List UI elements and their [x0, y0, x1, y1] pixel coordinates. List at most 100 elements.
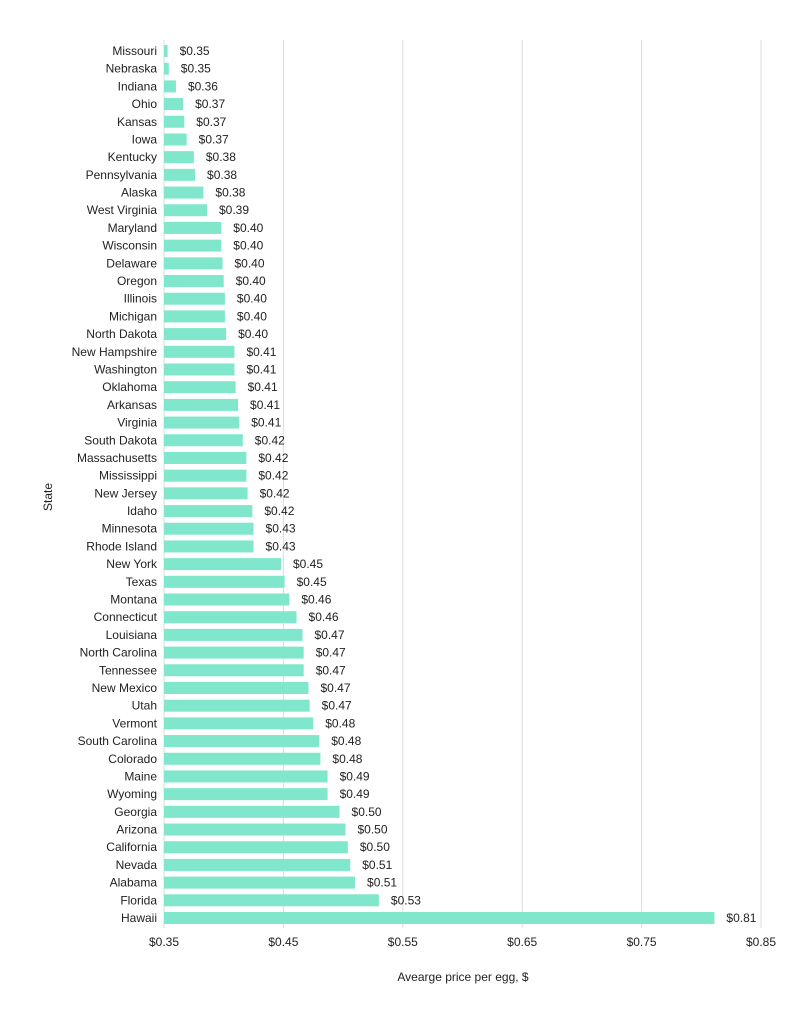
- bar: [164, 664, 304, 677]
- category-label: Illinois: [124, 292, 157, 306]
- category-label: Massachusetts: [77, 451, 157, 465]
- bar: [164, 434, 243, 447]
- value-label: $0.48: [325, 716, 355, 730]
- value-label: $0.42: [258, 451, 288, 465]
- value-label: $0.48: [332, 752, 362, 766]
- category-label: California: [106, 840, 157, 854]
- value-label: $0.38: [206, 150, 236, 164]
- value-label: $0.38: [207, 168, 237, 182]
- category-label: New Jersey: [94, 486, 157, 500]
- category-label: Virginia: [117, 416, 157, 430]
- category-label: Alaska: [121, 186, 157, 200]
- value-label: $0.47: [315, 628, 345, 642]
- bar: [164, 62, 169, 75]
- category-label: Kansas: [117, 115, 157, 129]
- category-label: Wyoming: [107, 787, 157, 801]
- category-labels: Missouri Nebraska Indiana Ohio Kansas Iowa Ken…: [72, 44, 158, 925]
- value-label: $0.38: [215, 186, 245, 200]
- bar: [164, 912, 715, 924]
- bar: [164, 805, 340, 818]
- value-label: $0.53: [391, 893, 421, 907]
- category-label: Alabama: [110, 876, 158, 890]
- bar: [164, 416, 240, 429]
- bar: [164, 292, 225, 305]
- value-label: $0.45: [293, 557, 323, 571]
- category-label: North Dakota: [86, 327, 157, 341]
- bar: [164, 345, 235, 358]
- value-labels: $0.35 $0.35 $0.36 $0.37 $0.37 $0.37 $0.38 $0.38…: [180, 44, 757, 925]
- value-label: $0.47: [320, 681, 350, 695]
- category-label: Georgia: [114, 805, 157, 819]
- value-label: $0.41: [251, 416, 281, 430]
- bar: [164, 257, 223, 270]
- value-label: $0.47: [316, 646, 346, 660]
- category-label: Wisconsin: [102, 239, 157, 253]
- value-label: $0.42: [260, 486, 290, 500]
- bar: [164, 204, 207, 217]
- y-axis-title: State: [41, 483, 55, 511]
- bar: [164, 80, 176, 93]
- value-label: $0.49: [340, 769, 370, 783]
- bar: [164, 752, 321, 765]
- bar: [164, 788, 328, 801]
- bar: [164, 522, 254, 535]
- value-label: $0.48: [331, 734, 361, 748]
- bar: [164, 575, 285, 588]
- bar: [164, 593, 290, 606]
- value-label: $0.40: [237, 309, 267, 323]
- bar: [164, 451, 247, 464]
- bar: [164, 717, 314, 730]
- value-label: $0.35: [180, 44, 210, 58]
- category-label: New Hampshire: [72, 345, 158, 359]
- bar: [164, 823, 346, 836]
- bar: [164, 858, 351, 871]
- category-label: Delaware: [106, 256, 157, 270]
- category-label: Oklahoma: [102, 380, 157, 394]
- bar: [164, 115, 185, 128]
- bar: [164, 841, 348, 854]
- x-tick-label: $0.75: [627, 935, 657, 949]
- bar: [164, 894, 379, 907]
- category-label: Maine: [124, 769, 157, 783]
- category-label: Nevada: [116, 858, 158, 872]
- category-label: Pennsylvania: [86, 168, 158, 182]
- x-tick-label: $0.35: [149, 935, 179, 949]
- value-label: $0.39: [219, 203, 249, 217]
- value-label: $0.46: [301, 593, 331, 607]
- category-label: Idaho: [127, 504, 157, 518]
- category-label: Hawaii: [121, 911, 157, 925]
- category-label: New Mexico: [92, 681, 158, 695]
- category-label: Colorado: [108, 752, 157, 766]
- category-label: Louisiana: [106, 628, 158, 642]
- value-label: $0.41: [246, 345, 276, 359]
- category-label: Arkansas: [107, 398, 157, 412]
- category-label: Montana: [110, 593, 157, 607]
- bar: [164, 681, 309, 694]
- category-label: Utah: [132, 699, 157, 713]
- category-label: Indiana: [118, 79, 158, 93]
- bar: [164, 876, 356, 889]
- value-label: $0.36: [188, 79, 218, 93]
- x-tick-label: $0.85: [746, 935, 776, 949]
- bar: [164, 611, 297, 624]
- value-label: $0.45: [297, 575, 327, 589]
- bars: [164, 45, 715, 924]
- category-label: Vermont: [112, 716, 157, 730]
- value-label: $0.43: [266, 539, 296, 553]
- x-tick-label: $0.65: [507, 935, 537, 949]
- value-label: $0.47: [316, 663, 346, 677]
- bar: [164, 363, 235, 376]
- value-label: $0.41: [248, 380, 278, 394]
- value-label: $0.50: [357, 823, 387, 837]
- value-label: $0.49: [340, 787, 370, 801]
- value-label: $0.43: [266, 522, 296, 536]
- category-label: West Virginia: [87, 203, 158, 217]
- category-label: Missouri: [112, 44, 157, 58]
- category-label: Iowa: [132, 132, 158, 146]
- category-label: New York: [106, 557, 158, 571]
- bar: [164, 398, 239, 411]
- category-label: Connecticut: [94, 610, 158, 624]
- value-label: $0.40: [235, 256, 265, 270]
- x-tick-label: $0.45: [268, 935, 298, 949]
